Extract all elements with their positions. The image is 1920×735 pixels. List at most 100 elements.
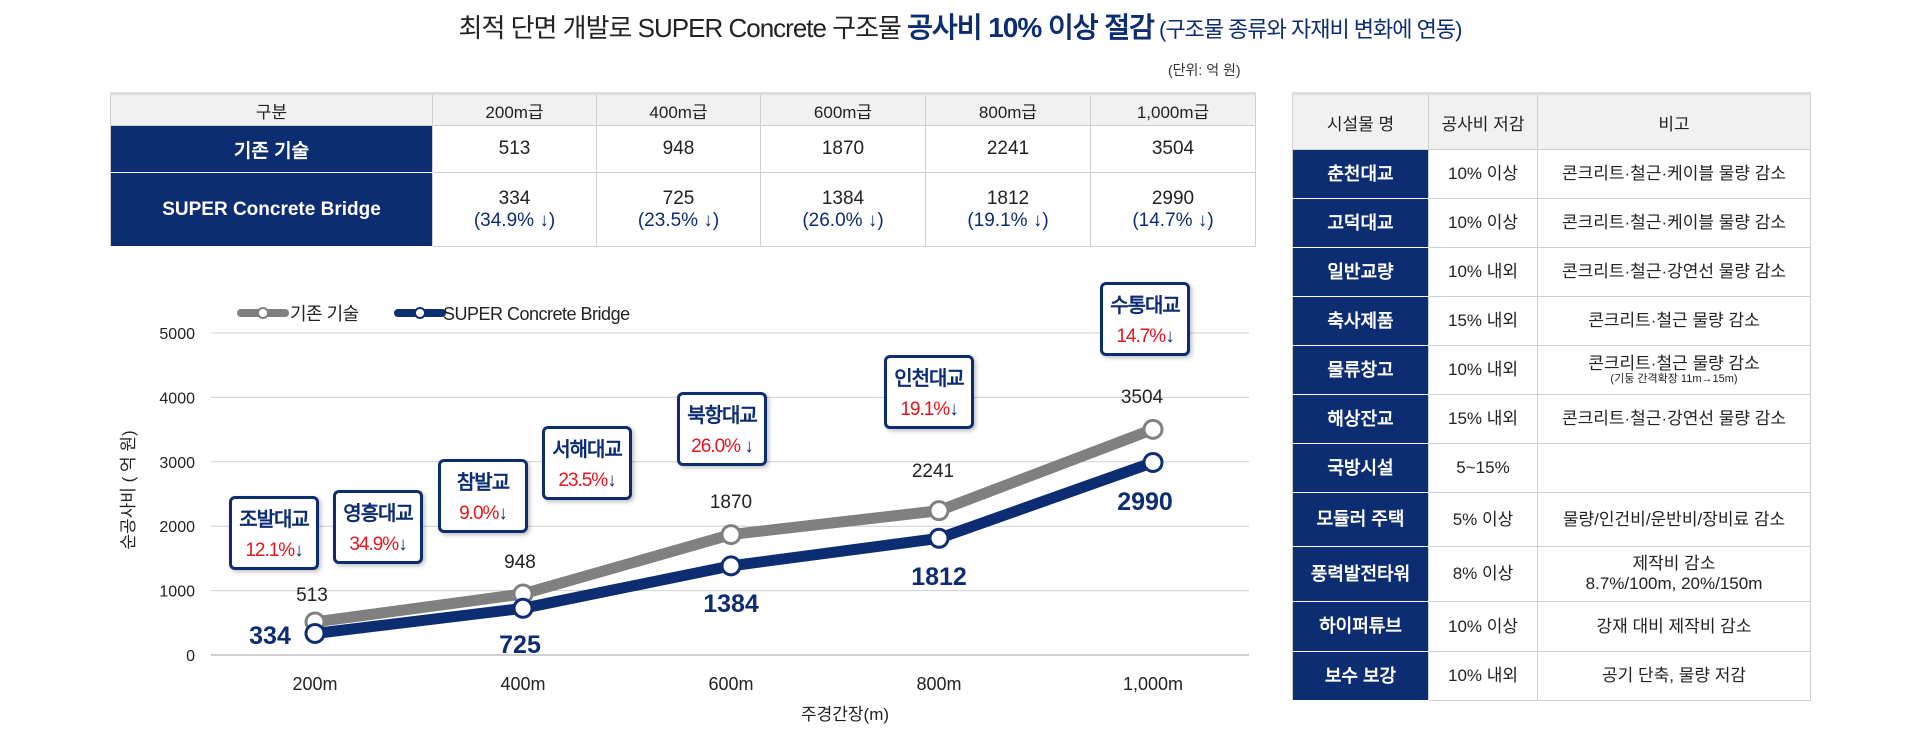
arrow-down-icon: ↓	[949, 399, 958, 420]
table-row: 하이퍼튜브 10% 이상 강재 대비 제작비 감소	[1292, 601, 1811, 652]
table-row: 춘천대교 10% 이상 콘크리트·철근·케이블 물량 감소	[1292, 149, 1811, 199]
value: 1812	[986, 187, 1030, 209]
data-label: 334	[249, 622, 291, 650]
note-subtext: (기둥 간격확장 11m→15m)	[1610, 373, 1738, 386]
data-label: 1812	[911, 563, 967, 591]
saving: 8% 이상	[1428, 546, 1538, 602]
legend-label: 기존 기술	[290, 304, 359, 324]
cell: 3504	[1090, 125, 1256, 173]
header-cell: 공사비 저감	[1428, 93, 1538, 150]
row-label: SUPER Concrete Bridge	[110, 172, 433, 247]
reduction-pct: 19.1%	[900, 399, 950, 420]
y-tick-label: 1000	[159, 584, 195, 601]
header-cell: 시설물 명	[1292, 93, 1429, 150]
table-row: 고덕대교 10% 이상 콘크리트·철근·케이블 물량 감소	[1292, 198, 1811, 248]
note: 강재 대비 제작비 감소	[1537, 601, 1811, 652]
bridge-name: 영흥대교	[343, 503, 414, 525]
y-tick-label: 0	[186, 648, 195, 665]
bridge-annotation: 조발대교 12.1%↓	[229, 496, 319, 570]
x-tick-label: 200m	[292, 674, 337, 694]
note-subtext: 8.7%/100m, 20%/150m	[1585, 574, 1763, 593]
data-label: 513	[296, 585, 328, 606]
cell: 1812 (19.1% ↓)	[925, 172, 1091, 247]
title-sub: (구조물 종류와 자재비 변화에 연동)	[1153, 17, 1462, 42]
data-point	[720, 555, 742, 577]
note: 제작비 감소 8.7%/100m, 20%/150m	[1537, 546, 1811, 602]
data-point	[928, 500, 950, 522]
facility-name: 하이퍼튜브	[1292, 601, 1429, 652]
bridge-name: 참발교	[456, 472, 510, 494]
note: 콘크리트·철근 물량 감소 (기둥 간격확장 11m→15m)	[1537, 345, 1811, 395]
saving: 10% 이상	[1428, 601, 1538, 652]
facility-name: 축사제품	[1292, 296, 1429, 346]
data-label: 948	[504, 552, 536, 573]
x-tick-label: 600m	[708, 674, 753, 694]
saving: 15% 내외	[1428, 394, 1538, 444]
reduction-pct: 23.5%	[558, 470, 608, 491]
cost-table-header: 구분 200m급 400m급 600m급 800m급 1,000m급	[110, 93, 1256, 126]
data-label: 3504	[1121, 387, 1164, 408]
header-cell: 구분	[110, 93, 433, 126]
data-point	[720, 524, 742, 546]
title-main: 최적 단면 개발로 SUPER Concrete 구조물	[458, 13, 908, 43]
bridge-name: 조발대교	[239, 509, 310, 531]
x-axis-title: 주경간장(m)	[801, 705, 889, 724]
cell: 2241	[925, 125, 1091, 173]
cell: 334 (34.9% ↓)	[432, 172, 597, 247]
x-tick-label: 400m	[500, 674, 545, 694]
data-point	[304, 622, 326, 644]
table-row: 보수 보강 10% 내외 공기 단축, 물량 저감	[1292, 651, 1811, 701]
header-cell: 400m급	[596, 93, 761, 126]
saving: 10% 내외	[1428, 247, 1538, 297]
cost-table: 구분 200m급 400m급 600m급 800m급 1,000m급 기존 기술…	[110, 92, 1256, 247]
note: 콘크리트·철근·케이블 물량 감소	[1537, 149, 1811, 199]
table-row: 풍력발전타워 8% 이상 제작비 감소 8.7%/100m, 20%/150m	[1292, 546, 1811, 602]
note-text: 콘크리트·철근·케이블 물량 감소	[1561, 164, 1787, 184]
value: 1384	[821, 187, 865, 209]
facility-name: 물류창고	[1292, 345, 1429, 395]
reduction-pct: 9.0%	[459, 503, 499, 524]
y-tick-label: 5000	[159, 326, 195, 343]
reduction-pct: 14.7%	[1116, 326, 1166, 347]
saving: 10% 이상	[1428, 149, 1538, 199]
cell: 2990 (14.7% ↓)	[1090, 172, 1256, 247]
data-label: 1870	[710, 492, 752, 513]
arrow-down-icon: ↓	[294, 540, 303, 561]
bridge-annotation: 북항대교 26.0% ↓	[677, 392, 767, 466]
y-tick-label: 3000	[159, 455, 195, 472]
note: 콘크리트·철근·강연선 물량 감소	[1537, 247, 1811, 297]
arrow-down-icon: ↓	[1165, 326, 1174, 347]
reduction-pct: (34.9% ↓)	[473, 209, 556, 231]
facility-name: 고덕대교	[1292, 198, 1429, 248]
reduction-pct: (23.5% ↓)	[637, 209, 720, 231]
note-text: 공기 단축, 물량 저감	[1601, 666, 1746, 686]
note-text: 콘크리트·철근·강연선 물량 감소	[1561, 409, 1787, 429]
bridge-name: 수통대교	[1110, 295, 1181, 317]
header-cell: 600m급	[760, 93, 926, 126]
header-cell: 비고	[1537, 93, 1811, 150]
saving: 5~15%	[1428, 443, 1538, 493]
bridge-annotation: 참발교 9.0%↓	[438, 459, 528, 533]
bridge-name: 북항대교	[687, 405, 758, 427]
page-title: 최적 단면 개발로 SUPER Concrete 구조물 공사비 10% 이상 …	[0, 6, 1920, 46]
bridge-name: 서해대교	[552, 439, 623, 461]
data-point	[1142, 418, 1164, 440]
y-axis-title: 순공사비 ( 억 원)	[119, 430, 138, 549]
note: 콘크리트·철근·강연선 물량 감소	[1537, 394, 1811, 444]
data-label: 2990	[1117, 488, 1173, 516]
facility-table-header: 시설물 명 공사비 저감 비고	[1292, 93, 1811, 150]
bridge-annotation: 인천대교 19.1%↓	[884, 355, 974, 429]
cell: 1384 (26.0% ↓)	[760, 172, 926, 247]
note-text: 콘크리트·철근 물량 감소	[1588, 353, 1760, 373]
unit-label: (단위: 억 원)	[1168, 62, 1241, 78]
note: 공기 단축, 물량 저감	[1537, 651, 1811, 701]
cell: 1870	[760, 125, 926, 173]
title-highlight: 공사비 10% 이상 절감	[907, 12, 1155, 43]
note-text: 콘크리트·철근·케이블 물량 감소	[1561, 213, 1787, 233]
facility-name: 풍력발전타워	[1292, 546, 1429, 602]
facility-name: 보수 보강	[1292, 651, 1429, 701]
bridge-annotation: 영흥대교 34.9%↓	[333, 490, 423, 564]
legend-marker	[257, 307, 269, 319]
cell: 725 (23.5% ↓)	[596, 172, 761, 247]
data-label: 2241	[912, 461, 954, 482]
